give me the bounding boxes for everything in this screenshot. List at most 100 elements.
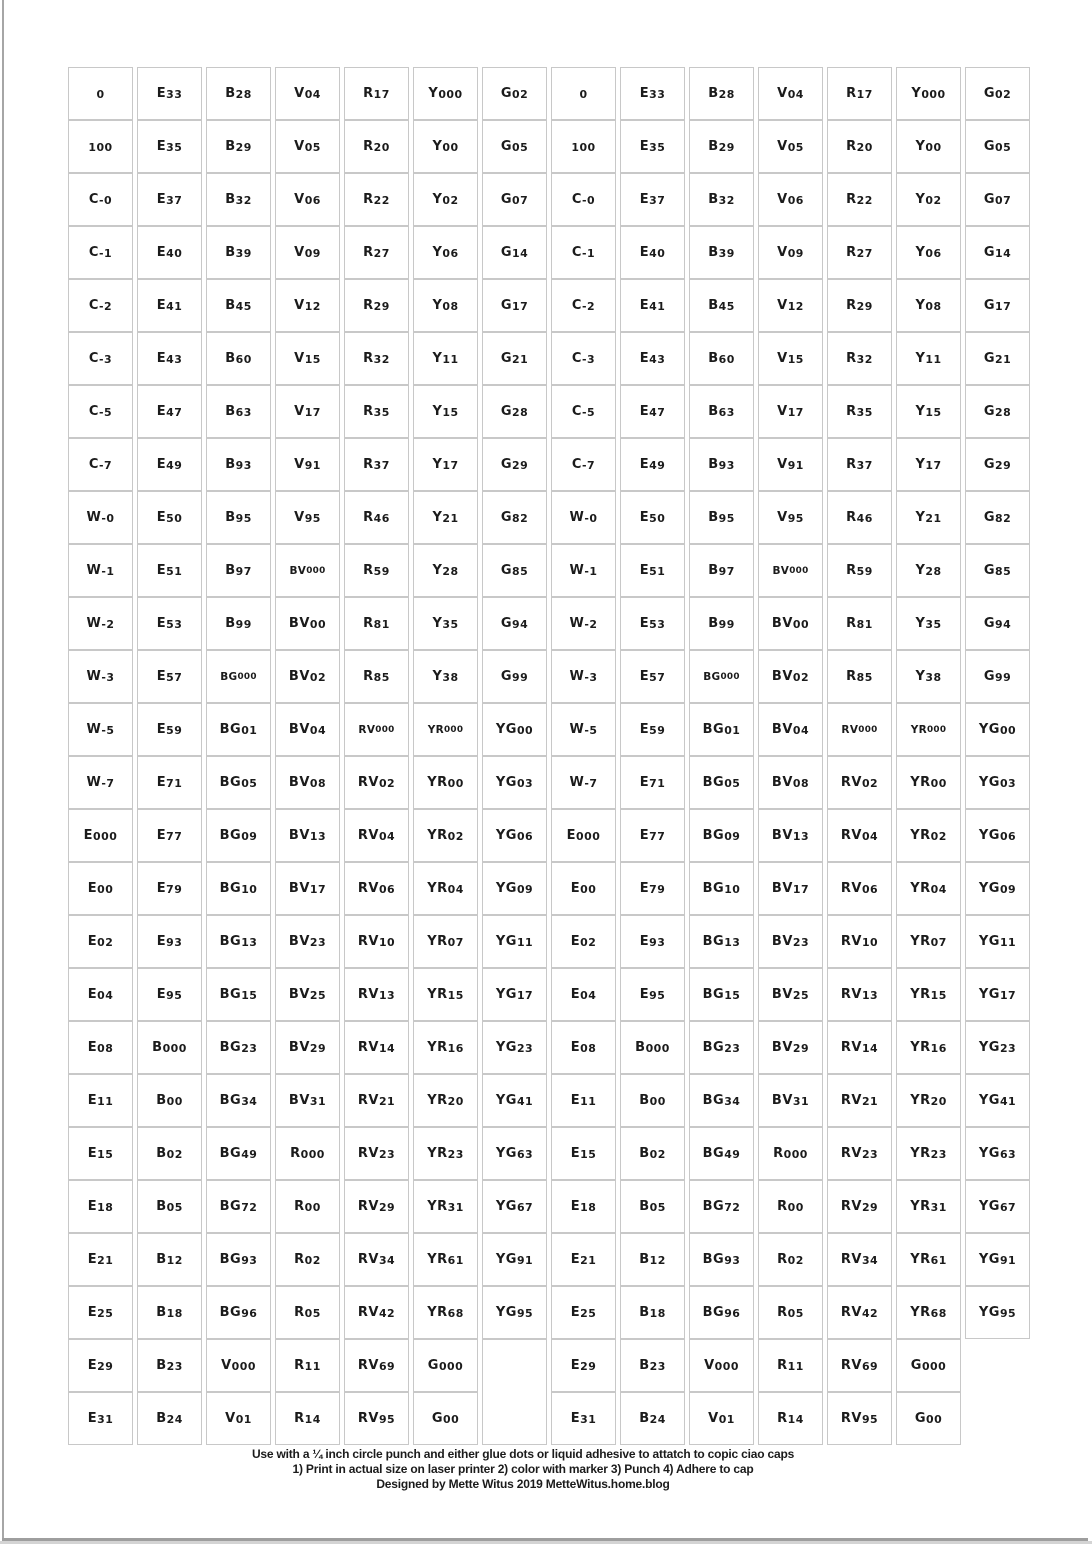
caption-line-credit: Designed by Mette Witus 2019 MetteWitus.…: [376, 1477, 670, 1491]
page-left-edge: [2, 0, 4, 1541]
code-cell: W-7: [68, 756, 133, 809]
code-cell: W-1: [68, 544, 133, 597]
code-cell: C-0: [551, 173, 616, 226]
code-cell: C-2: [551, 279, 616, 332]
code-cell: W-3: [68, 650, 133, 703]
